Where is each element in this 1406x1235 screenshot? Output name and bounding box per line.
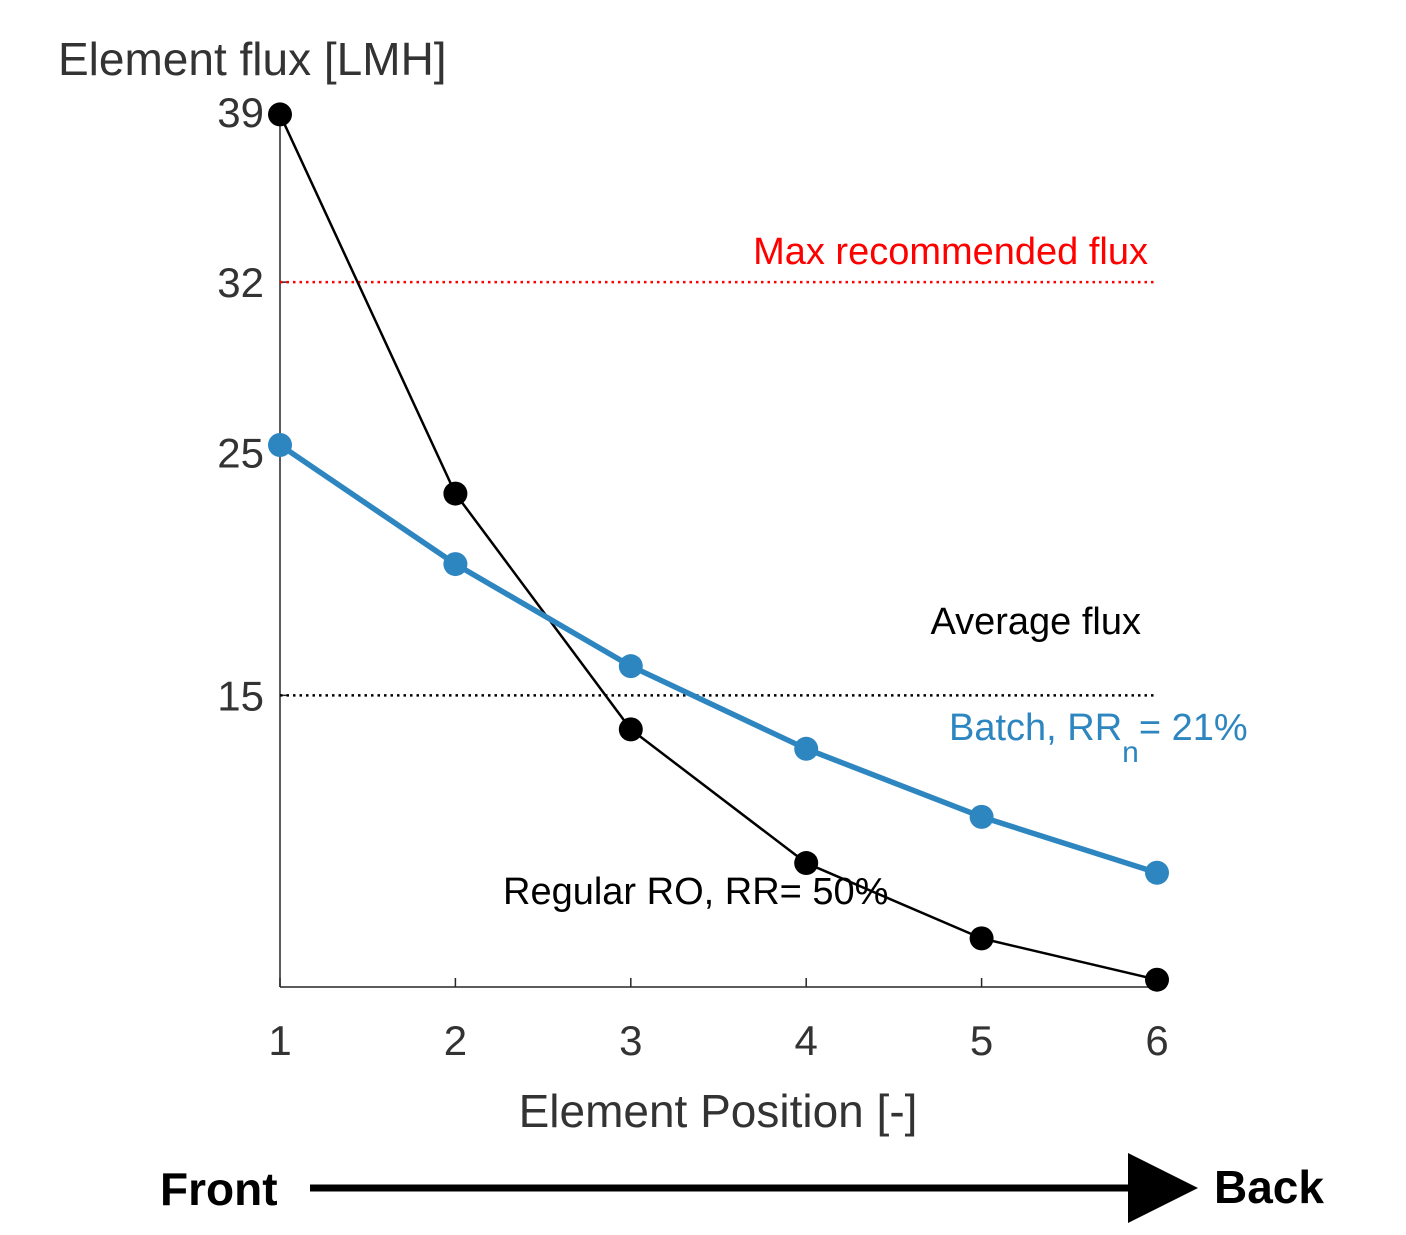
- data-point: [969, 926, 994, 951]
- series-line: [278, 113, 1158, 981]
- data-point: [443, 481, 468, 506]
- x-tick-label: 2: [444, 1017, 467, 1064]
- series-label-batch: Batch, RRn= 21%: [949, 707, 1248, 769]
- x-axis-label: Element Position [-]: [519, 1085, 918, 1137]
- data-point: [1145, 967, 1169, 992]
- series-regular-ro: [268, 102, 1169, 992]
- series-label-regular-ro: Regular RO, RR= 50%: [503, 871, 888, 913]
- series-label-batch-subscript: n: [1122, 736, 1139, 769]
- x-tick-label: 1: [268, 1017, 291, 1064]
- x-tick-label: 6: [1145, 1017, 1168, 1064]
- front-label: Front: [160, 1163, 278, 1215]
- y-ticks: 15 25 32 39: [217, 89, 289, 719]
- data-point: [618, 654, 643, 679]
- y-tick-label: 25: [217, 429, 264, 476]
- back-label: Back: [1214, 1161, 1324, 1213]
- x-tick-label: 3: [619, 1017, 642, 1064]
- series-batch: [268, 432, 1169, 885]
- data-point: [443, 552, 468, 577]
- data-point: [268, 432, 292, 457]
- series-layer: [268, 102, 1169, 992]
- max-flux-label: Max recommended flux: [753, 231, 1148, 273]
- data-point: [794, 851, 819, 876]
- average-flux-label: Average flux: [930, 601, 1141, 643]
- y-tick-label: 39: [217, 89, 264, 136]
- x-tick-label: 5: [970, 1017, 993, 1064]
- x-tick-label: 4: [795, 1017, 818, 1064]
- x-ticks: 1 2 3 4 5 6: [268, 978, 1169, 1064]
- data-point: [268, 102, 292, 127]
- data-point: [969, 804, 994, 829]
- y-tick-label: 32: [217, 259, 264, 306]
- series-label-batch-main: Batch, RR: [949, 707, 1122, 749]
- y-axis-label: Element flux [LMH]: [58, 33, 447, 85]
- axes: [279, 112, 1157, 988]
- series-label-batch-suffix: = 21%: [1139, 707, 1248, 749]
- data-point: [618, 717, 643, 742]
- data-point: [794, 736, 819, 761]
- series-line: [278, 442, 1158, 876]
- data-point: [1145, 860, 1169, 885]
- y-tick-label: 15: [217, 672, 264, 719]
